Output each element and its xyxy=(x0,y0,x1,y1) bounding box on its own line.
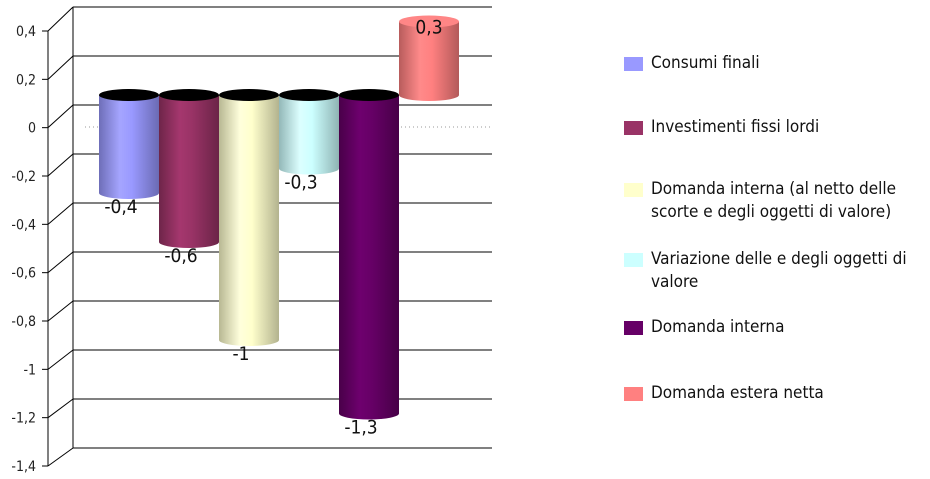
gridline-side xyxy=(47,251,74,274)
bar-top-cap xyxy=(219,89,279,101)
y-tick-label: -0,2 xyxy=(11,169,36,185)
y-tick-label: -1 xyxy=(23,362,36,378)
legend-item: Consumi finali xyxy=(624,52,930,75)
bar-top-cap xyxy=(339,89,399,101)
legend-item: Domanda interna (al netto delle scorte e… xyxy=(624,178,930,224)
data-label: -0,4 xyxy=(104,196,137,218)
bars xyxy=(99,15,459,420)
legend-swatch xyxy=(624,387,643,401)
gridline-side xyxy=(47,398,74,419)
legend-label: Domanda interna (al netto delle scorte e… xyxy=(651,179,897,222)
legend-label: Consumi finali xyxy=(651,53,760,73)
gridline-side xyxy=(47,300,74,322)
data-label: 0,3 xyxy=(415,17,442,39)
bar xyxy=(219,95,279,346)
y-tick-label: 0,2 xyxy=(16,72,36,88)
bar xyxy=(159,95,219,248)
gridline-side xyxy=(47,349,74,370)
data-label: -0,6 xyxy=(164,245,197,267)
y-tick-label: -1,4 xyxy=(11,459,36,475)
gridline-side xyxy=(47,447,74,467)
y-tick-label: 0 xyxy=(28,121,36,137)
legend-item: Domanda interna xyxy=(624,316,930,339)
y-tick-label: -0,8 xyxy=(11,314,36,330)
gridline-side xyxy=(47,153,74,177)
y-tick-label: -1,2 xyxy=(11,411,36,427)
y-tick-label: 0,4 xyxy=(16,24,36,40)
bar-top-cap xyxy=(99,89,159,101)
legend-swatch xyxy=(624,121,643,135)
data-label: -1,3 xyxy=(344,417,377,439)
bar-top-cap xyxy=(279,89,339,101)
legend-label: Domanda interna xyxy=(651,317,785,337)
bar-top-cap xyxy=(399,15,459,28)
legend-swatch xyxy=(624,57,643,71)
legend-swatch xyxy=(624,321,643,335)
legend-swatch xyxy=(624,253,643,267)
data-label: -0,3 xyxy=(284,172,317,194)
bar xyxy=(279,95,339,175)
data-label: -1 xyxy=(232,343,249,365)
gridline-side xyxy=(47,202,74,225)
legend-item: Variazione delle e degli oggetti di valo… xyxy=(624,248,930,294)
legend-label: Variazione delle e degli oggetti di valo… xyxy=(651,249,907,292)
bar xyxy=(339,95,399,420)
legend-item: Investimenti fissi lordi xyxy=(624,116,930,139)
bar xyxy=(99,95,159,199)
legend-label: Domanda estera netta xyxy=(651,383,824,403)
y-tick-label: -0,4 xyxy=(11,217,36,233)
bar-chart: 0,40,20-0,2-0,4-0,6-0,8-1-1,2-1,4 -0,4-0… xyxy=(11,6,492,475)
gridline-side xyxy=(47,55,74,80)
legend-label: Investimenti fissi lordi xyxy=(651,117,820,137)
gridline-side xyxy=(47,104,74,129)
legend-swatch xyxy=(624,183,643,197)
legend-item: Domanda estera netta xyxy=(624,382,930,405)
y-tick-label: -0,6 xyxy=(11,266,36,282)
bar xyxy=(399,21,459,101)
y-axis: 0,4 0,2 0 -0,2 -0,4 -0,6 -0,8 -1 -1,2 -1,4 xyxy=(11,7,74,475)
data-labels: -0,4 -0,6 -1 -0,3 -1,3 0,3 xyxy=(104,17,442,439)
bar-top-cap xyxy=(159,89,219,101)
gridline-side xyxy=(47,6,74,32)
